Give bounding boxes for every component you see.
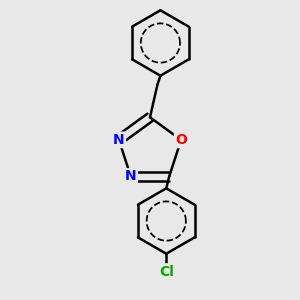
Text: Cl: Cl (159, 265, 174, 279)
Text: N: N (113, 133, 125, 147)
Text: O: O (175, 133, 187, 147)
Text: N: N (125, 169, 136, 184)
